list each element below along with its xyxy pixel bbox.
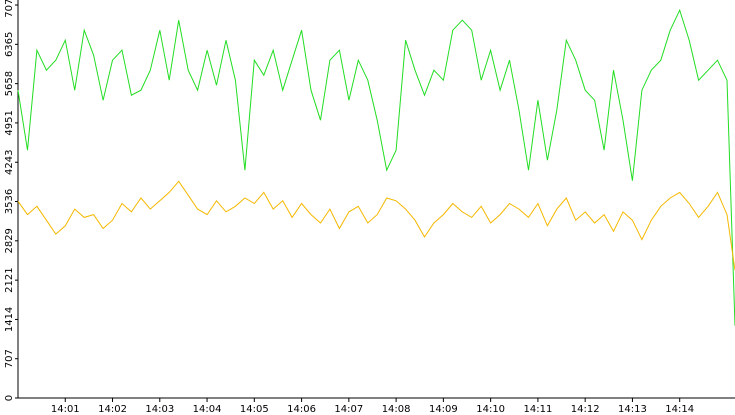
y-tick-label: 4243 (4, 150, 15, 175)
x-tick-label: 14:10 (476, 404, 505, 415)
series-line (17, 180, 735, 271)
y-tick-label: 2829 (4, 228, 15, 253)
x-tick-label: 14:11 (523, 404, 552, 415)
x-tick-label: 14:02 (98, 404, 127, 415)
y-tick-label: 6365 (4, 32, 15, 57)
series-line (17, 8, 735, 326)
y-tick-label: 2121 (4, 267, 15, 292)
x-tick-label: 14:08 (382, 404, 411, 415)
x-tick-label: 14:09 (429, 404, 458, 415)
y-tick-label: 7073 (4, 0, 15, 18)
x-tick-label: 14:03 (145, 404, 174, 415)
x-tick-label: 14:07 (334, 404, 363, 415)
y-tick-label: 4951 (4, 110, 15, 135)
x-tick-label: 14:01 (51, 404, 80, 415)
y-tick-label: 1414 (4, 307, 15, 332)
y-tick-label: 0 (4, 395, 15, 401)
x-tick-label: 14:05 (240, 404, 269, 415)
y-tick-label: 5658 (4, 71, 15, 96)
y-tick-label: 3536 (4, 189, 15, 214)
x-tick-label: 14:04 (193, 404, 222, 415)
x-tick-label: 14:14 (665, 404, 694, 415)
x-tick-label: 14:06 (287, 404, 316, 415)
x-tick-label: 14:13 (618, 404, 647, 415)
x-tick-label: 14:12 (571, 404, 600, 415)
y-tick-label: 707 (4, 349, 15, 368)
